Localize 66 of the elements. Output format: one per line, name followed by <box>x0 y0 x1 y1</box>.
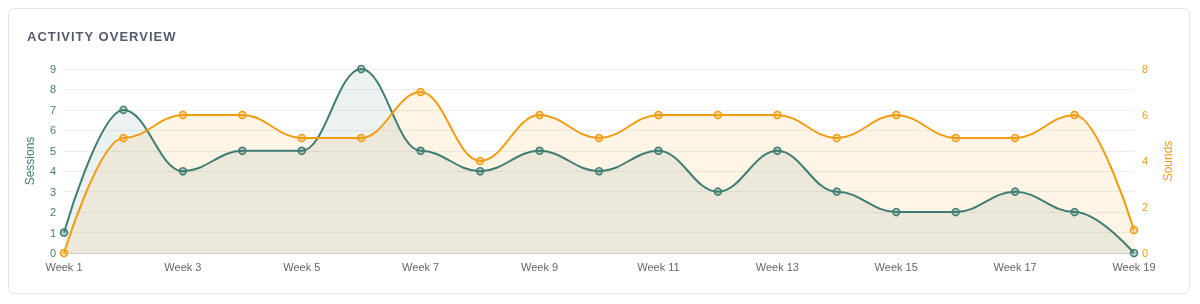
point <box>416 87 425 97</box>
point <box>535 146 544 156</box>
point <box>416 146 425 156</box>
point <box>238 110 247 120</box>
point <box>297 146 307 156</box>
point <box>654 110 663 120</box>
point <box>1010 133 1020 143</box>
x-tick-label: Week 17 <box>993 260 1037 273</box>
y2-tick-label: 6 <box>1142 109 1149 121</box>
chart-title: ACTIVITY OVERVIEW <box>27 29 177 44</box>
point <box>297 133 307 143</box>
point <box>594 166 604 176</box>
y2-tick-label: 8 <box>1142 63 1149 75</box>
y-tick-label: 7 <box>49 103 56 116</box>
x-tick-label: Week 1 <box>45 260 83 273</box>
point <box>178 166 188 176</box>
y-tick-label: 9 <box>49 63 56 75</box>
point <box>951 133 960 143</box>
point <box>238 146 247 156</box>
point <box>119 133 128 143</box>
y-tick-label: 4 <box>49 165 56 178</box>
x-tick-label: Week 3 <box>164 260 202 273</box>
point <box>713 187 723 196</box>
point <box>773 110 782 120</box>
y2-tick-label: 4 <box>1142 155 1149 167</box>
x-tick-label: Week 15 <box>874 260 918 273</box>
y-tick-label: 0 <box>49 247 56 259</box>
point <box>891 110 901 120</box>
point <box>1129 225 1139 235</box>
x-tick-label: Week 7 <box>402 260 440 273</box>
point <box>594 133 604 143</box>
x-tick-label: Week 9 <box>521 260 559 273</box>
point <box>773 146 782 156</box>
y-tick-label: 6 <box>49 124 56 137</box>
point <box>178 110 188 120</box>
point <box>891 207 901 217</box>
y2-tick-label: 2 <box>1142 201 1149 213</box>
point <box>475 156 485 166</box>
point <box>832 187 842 196</box>
x-tick-label: Week 11 <box>637 260 680 273</box>
point <box>713 110 723 120</box>
point <box>119 105 128 115</box>
point <box>1070 207 1079 217</box>
point <box>59 248 69 258</box>
x-tick-label: Week 19 <box>1112 260 1156 273</box>
point <box>1129 248 1139 258</box>
y-tick-label: 1 <box>49 226 56 239</box>
y-axis-title: Sessions <box>23 136 37 186</box>
y-tick-label: 2 <box>49 206 56 219</box>
point <box>1010 187 1020 196</box>
point <box>59 228 69 237</box>
y-tick-label: 8 <box>49 83 56 96</box>
point <box>356 133 366 143</box>
x-tick-label: Week 5 <box>283 260 321 273</box>
y2-tick-label: 0 <box>1142 247 1149 259</box>
point <box>475 166 485 176</box>
x-tick-label: Week 13 <box>755 260 799 273</box>
point <box>356 64 366 74</box>
point <box>654 146 663 156</box>
y-tick-label: 5 <box>49 144 56 157</box>
point <box>535 110 544 120</box>
point <box>1070 110 1079 120</box>
y-tick-label: 3 <box>49 185 56 198</box>
point <box>832 133 842 143</box>
point <box>951 207 960 217</box>
y2-axis-title: Sounds <box>1161 140 1175 182</box>
